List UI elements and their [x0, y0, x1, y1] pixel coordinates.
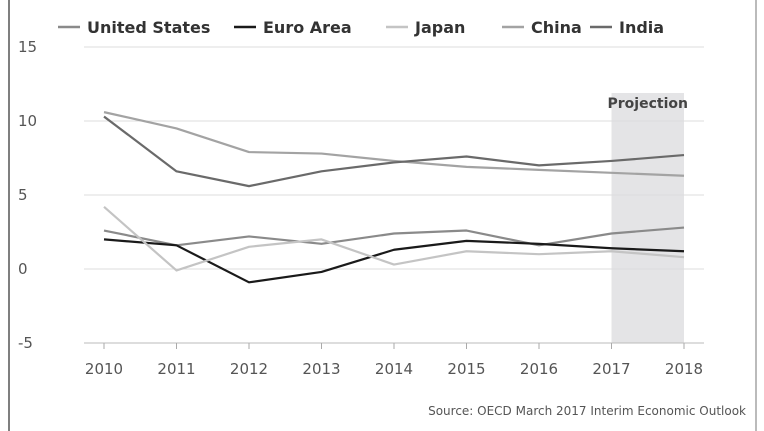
projection-layer: Projection — [608, 93, 688, 343]
projection-label: Projection — [608, 96, 688, 112]
x-tick-label: 2012 — [230, 360, 268, 378]
grid-lines — [84, 46, 704, 344]
y-tick-label: 5 — [18, 186, 28, 204]
x-tick-label: 2016 — [520, 360, 558, 378]
legend-label: Euro Area — [263, 18, 352, 37]
projection-band — [611, 93, 684, 343]
y-tick-label: 0 — [18, 260, 28, 278]
x-tick-label: 2017 — [592, 360, 630, 378]
y-tick-label: -5 — [18, 334, 33, 352]
legend-item-united-states: United States — [58, 18, 210, 37]
y-axis-ticks: 15 10 5 0 -5 — [18, 38, 37, 352]
legend-item-japan: Japan — [386, 18, 465, 37]
legend: United States Euro Area Japan China India — [58, 18, 664, 37]
y-tick-label: 10 — [18, 112, 37, 130]
series-line-euro-area — [103, 238, 685, 284]
x-tick-label: 2010 — [85, 360, 123, 378]
x-tick-label: 2014 — [375, 360, 413, 378]
source-note: Source: OECD March 2017 Interim Economic… — [428, 404, 746, 418]
x-tick-label: 2013 — [302, 360, 340, 378]
legend-label: United States — [87, 18, 210, 37]
x-axis-ticks: 2010 2011 2012 2013 2014 2015 2016 2017 2018 — [85, 343, 703, 378]
legend-item-china: China — [502, 18, 582, 37]
x-tick-label: 2011 — [157, 360, 195, 378]
series-line-japan — [103, 206, 685, 272]
series-lines — [103, 111, 685, 284]
series-line-india — [103, 115, 685, 188]
legend-label: Japan — [414, 18, 465, 37]
legend-label: China — [531, 18, 582, 37]
legend-item-india: India — [590, 18, 664, 37]
legend-item-euro-area: Euro Area — [234, 18, 352, 37]
y-tick-label: 15 — [18, 38, 37, 56]
series-line-china — [103, 111, 685, 177]
x-tick-label: 2018 — [665, 360, 703, 378]
series-line-united-states — [103, 226, 685, 247]
x-tick-label: 2015 — [447, 360, 485, 378]
legend-label: India — [619, 18, 664, 37]
